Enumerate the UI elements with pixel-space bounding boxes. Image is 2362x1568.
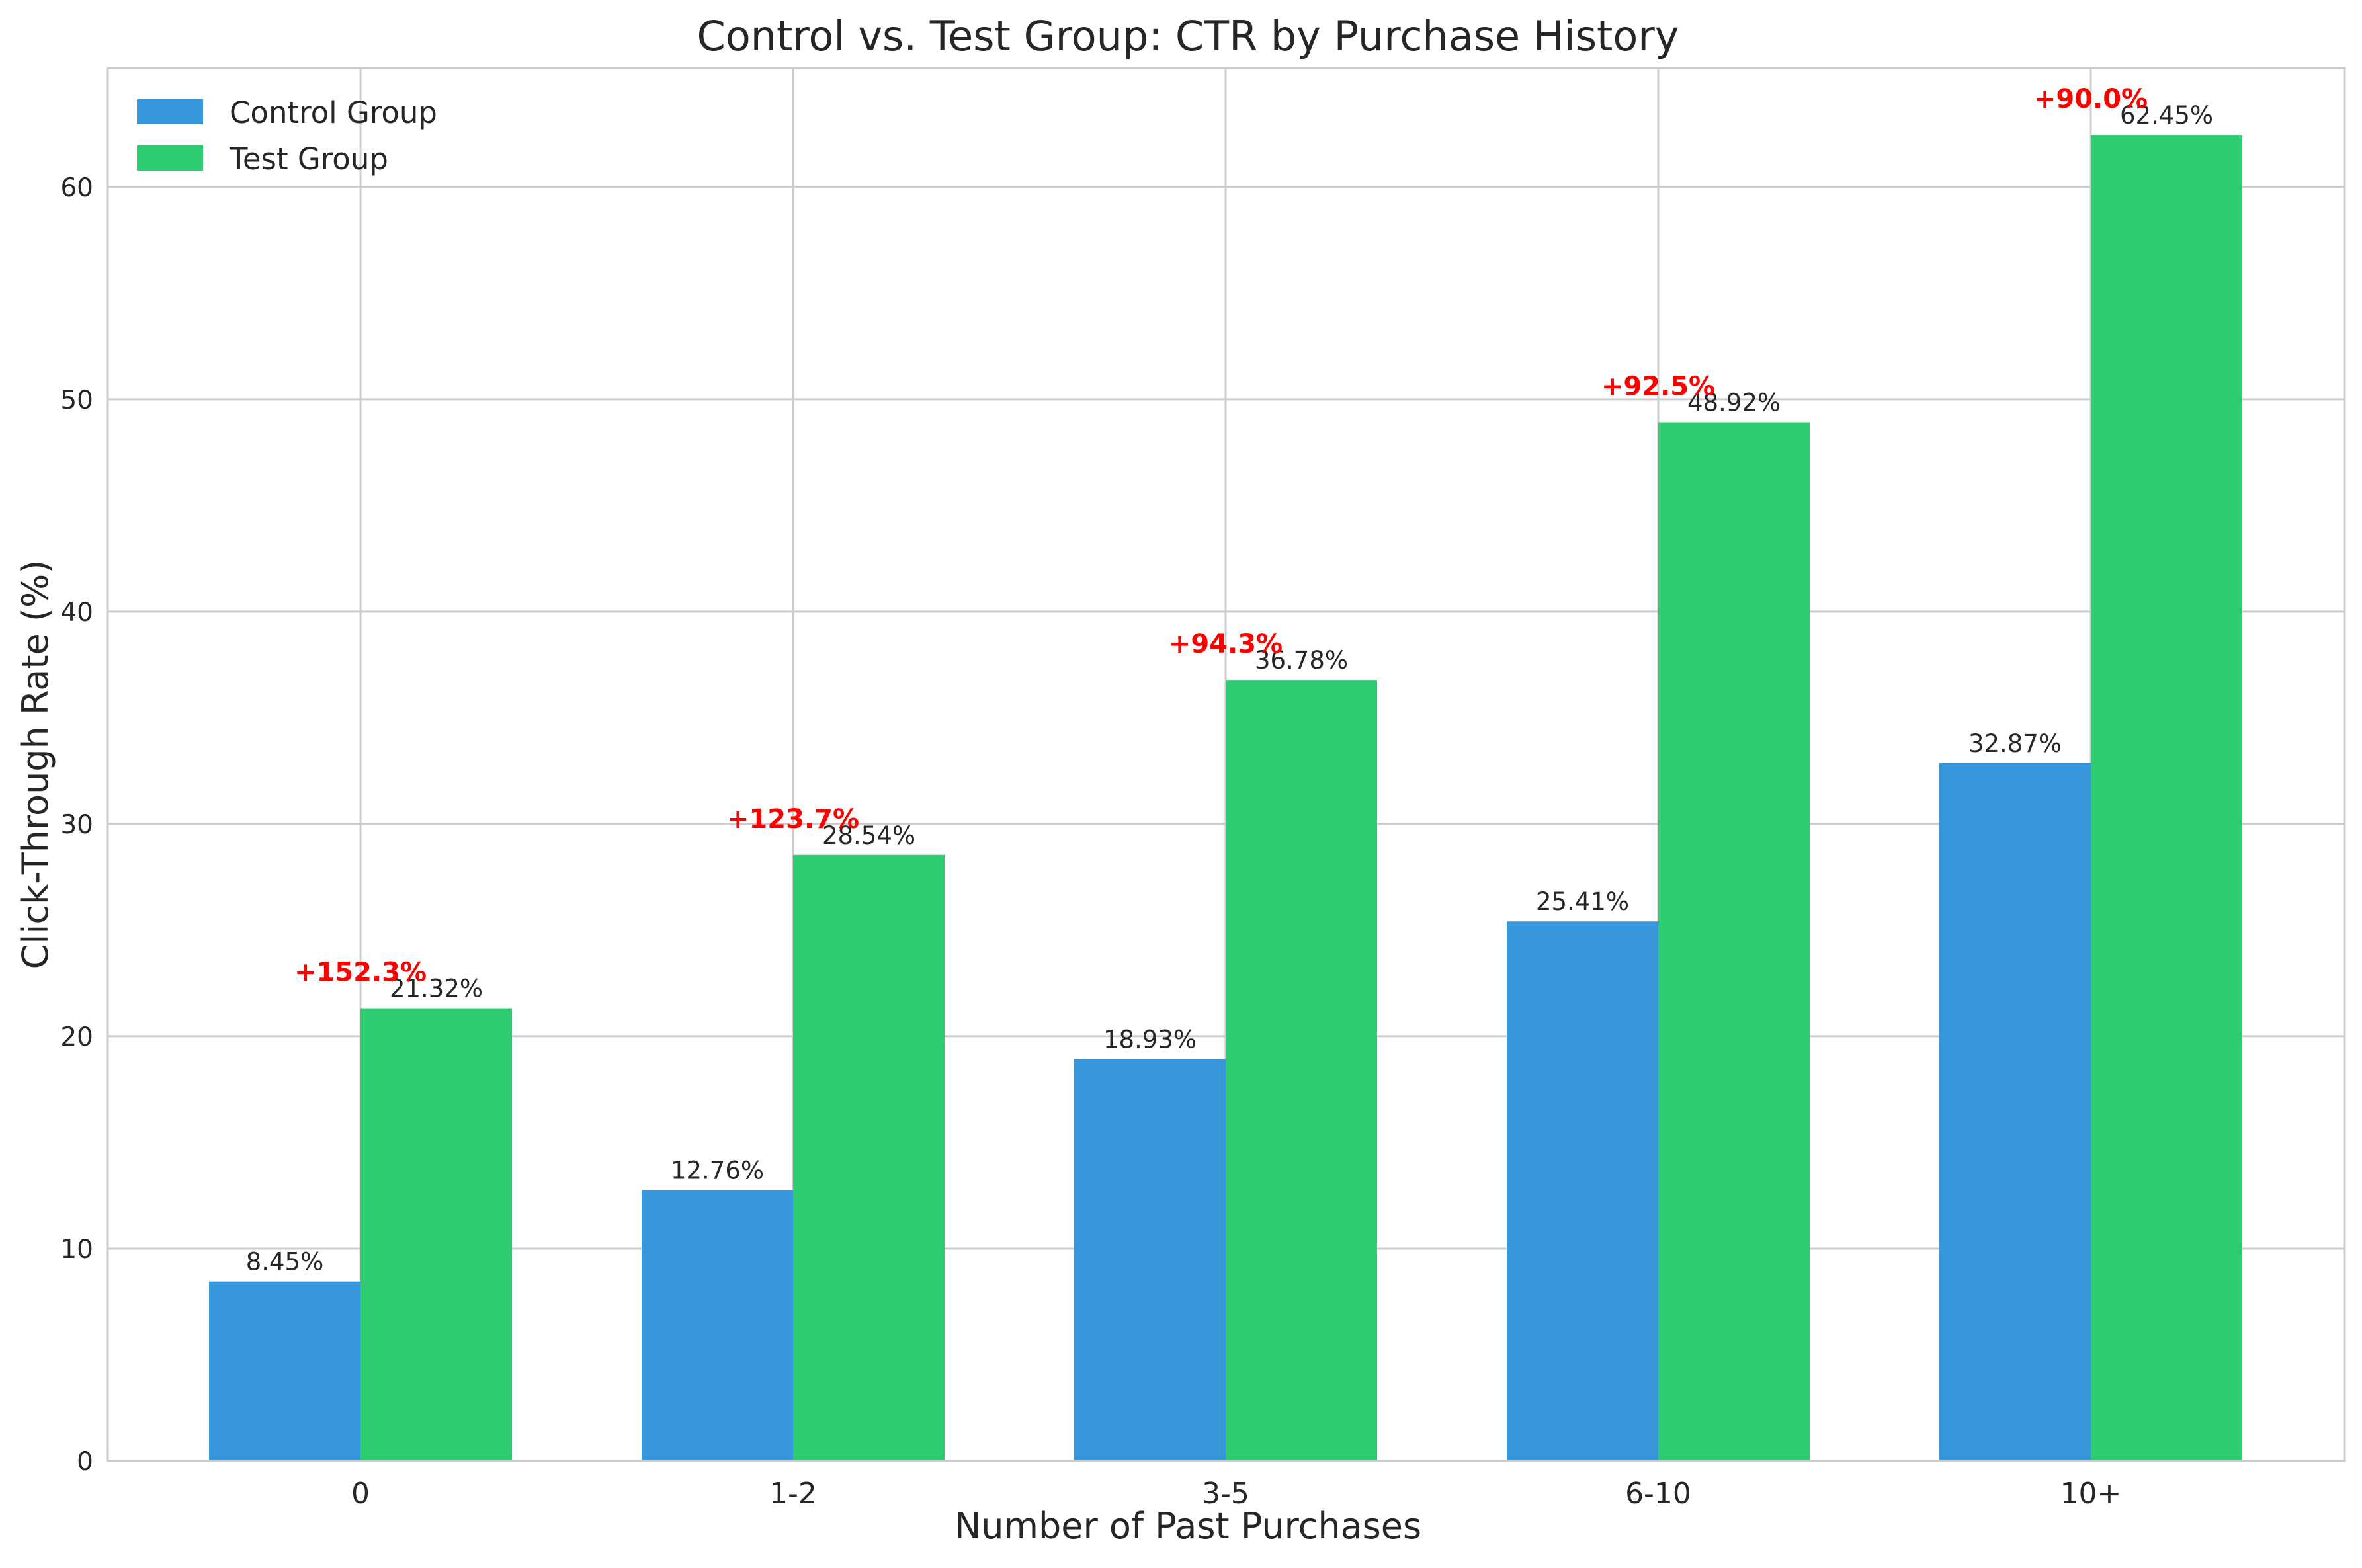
test-bar	[1658, 422, 1810, 1461]
x-axis-label: Number of Past Purchases	[954, 1505, 1421, 1547]
control-bar	[642, 1190, 793, 1461]
y-tick-label: 40	[60, 598, 93, 628]
chart-title: Control vs. Test Group: CTR by Purchase …	[697, 12, 1679, 60]
improvement-label: +90.0%	[2034, 84, 2148, 114]
test-bar	[793, 854, 945, 1461]
bar-value-label: 62.45%	[2120, 101, 2213, 130]
bar-value-label: 48.92%	[1687, 388, 1781, 417]
y-tick-label: 30	[60, 810, 93, 840]
legend-label-control: Control Group	[230, 95, 437, 130]
plot-frame	[106, 67, 2346, 1462]
legend-swatch-test	[137, 145, 203, 171]
y-tick-label: 20	[60, 1022, 93, 1052]
bar-value-label: 21.32%	[390, 975, 483, 1003]
bar-value-label: 12.76%	[671, 1156, 764, 1184]
control-bar	[1074, 1059, 1226, 1461]
bar-value-label: 8.45%	[246, 1248, 324, 1276]
control-bar	[1939, 763, 2091, 1461]
improvement-label: +94.3%	[1169, 629, 1283, 659]
bar-value-label: 18.93%	[1103, 1025, 1197, 1053]
improvement-label: +123.7%	[727, 804, 859, 835]
test-bar	[2091, 135, 2242, 1462]
x-axis-ticks: 0 1-2 3-5 6-10 10+	[351, 1477, 2121, 1510]
y-axis-label: Click-Through Rate (%)	[15, 560, 56, 970]
legend-swatch-control	[137, 99, 203, 124]
y-tick-label: 50	[60, 386, 93, 415]
x-tick-label: 1-2	[769, 1477, 817, 1510]
legend-label-test: Test Group	[229, 142, 388, 177]
x-tick-label: 0	[351, 1477, 370, 1510]
y-tick-label: 0	[77, 1447, 93, 1477]
y-axis-ticks: 0 10 20 30 40 50 60	[60, 173, 93, 1477]
bar-value-label: 25.41%	[1536, 887, 1629, 916]
x-tick-label: 10+	[2060, 1477, 2122, 1510]
y-tick-label: 10	[60, 1235, 93, 1264]
improvement-label: +92.5%	[1601, 371, 1715, 401]
bar-value-label: 36.78%	[1255, 646, 1348, 675]
x-tick-label: 6-10	[1625, 1477, 1691, 1510]
test-bar	[360, 1008, 512, 1461]
improvement-label: +152.3%	[294, 958, 427, 988]
legend: Control Group Test Group	[137, 95, 437, 177]
x-tick-label: 3-5	[1202, 1477, 1249, 1510]
y-tick-label: 60	[60, 173, 93, 203]
bars	[209, 135, 2242, 1462]
control-bar	[1507, 921, 1658, 1461]
bar-value-label: 32.87%	[1968, 729, 2062, 758]
bar-labels: 8.45% 12.76% 18.93% 25.41% 32.87% 21.32% 28.54…	[246, 84, 2213, 1276]
control-bar	[209, 1281, 360, 1461]
bar-value-label: 28.54%	[822, 821, 915, 850]
test-bar	[1226, 680, 1377, 1461]
